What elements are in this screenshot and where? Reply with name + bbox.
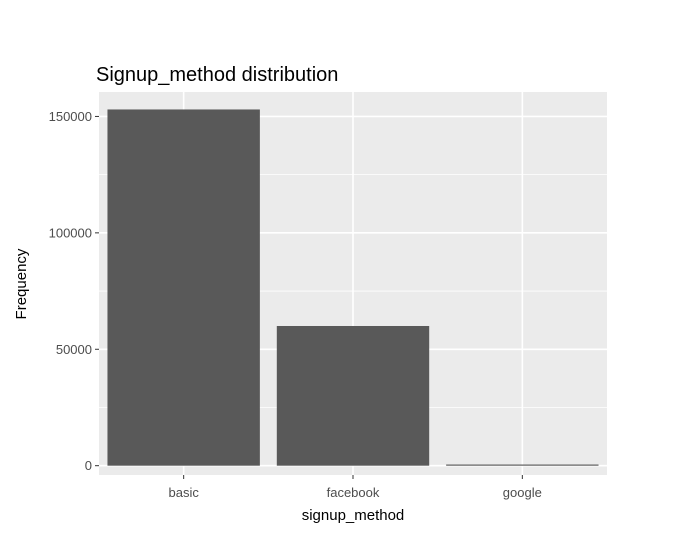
x-tick-label: google	[503, 485, 542, 500]
y-axis: 0 50000 100000 150000	[49, 109, 99, 473]
y-tick-label: 0	[85, 458, 92, 473]
y-tick-label: 150000	[49, 109, 92, 124]
x-tick-label: facebook	[327, 485, 380, 500]
bar-facebook	[276, 325, 430, 466]
bar-basic	[107, 109, 260, 466]
chart-title: Signup_method distribution	[96, 64, 338, 86]
y-tick-label: 100000	[49, 225, 92, 240]
x-axis: basic facebook google	[168, 475, 542, 500]
bars	[107, 109, 599, 466]
y-tick-label: 50000	[56, 342, 92, 357]
y-axis-title: Frequency	[13, 248, 30, 319]
bar-google	[446, 464, 599, 466]
x-tick-label: basic	[168, 485, 199, 500]
x-axis-title: signup_method	[302, 507, 405, 524]
